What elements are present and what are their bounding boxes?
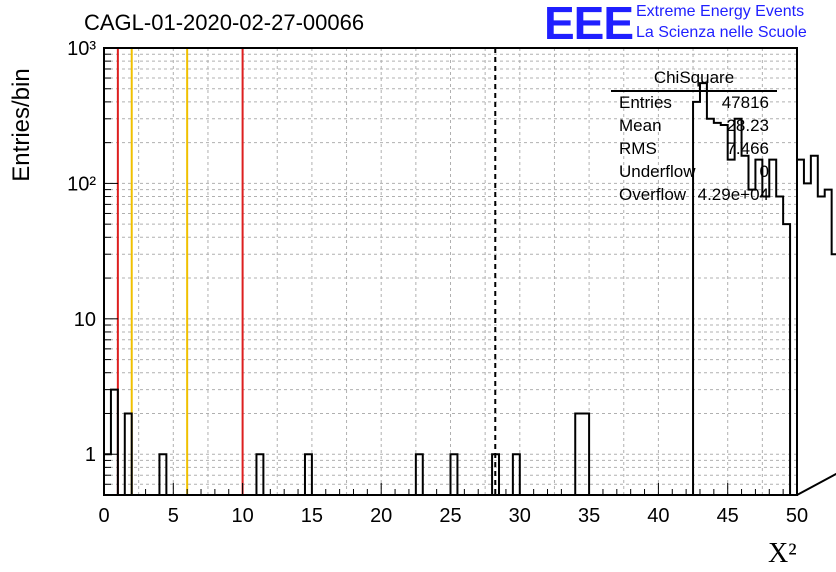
x-tick-label: 10 (231, 505, 253, 527)
y-axis-ticks: 1 10 10² 10³ (67, 38, 118, 496)
x-tick-label: 30 (509, 505, 531, 527)
x-axis-ticks: 0 5 10 15 20 25 30 35 40 45 50 (98, 483, 808, 527)
stats-row-entries: Entries 47816 (611, 93, 773, 115)
stats-key: Underflow (619, 162, 696, 181)
eee-logo: EEE (544, 0, 634, 49)
y-axis-label: Entries/bin (6, 60, 38, 190)
y-tick-label: 10² (67, 173, 96, 195)
chart-title: CAGL-01-2020-02-27-00066 (84, 10, 365, 35)
y-tick-label: 10 (74, 309, 96, 331)
stats-value: 7.466 (726, 139, 769, 158)
stats-key: RMS (619, 139, 657, 158)
y-tick-label: 1 (85, 444, 96, 466)
stats-title-rule (611, 90, 777, 92)
x-tick-label: 5 (168, 505, 179, 527)
logo-line-2: La Scienza nelle Scuole (636, 24, 807, 41)
stats-row-underflow: Underflow 0 (611, 162, 773, 184)
stats-value: 0 (759, 162, 769, 181)
logo-line-1: Extreme Energy Events (636, 3, 805, 20)
stats-row-mean: Mean 28.23 (611, 116, 773, 138)
x-tick-label: 40 (647, 505, 669, 527)
stats-value: 28.23 (726, 116, 769, 135)
stats-row-rms: RMS 7.466 (611, 139, 773, 161)
stats-value: 47816 (721, 93, 769, 112)
y-axis-label-text: Entries/bin (8, 68, 35, 182)
x-tick-label: 50 (786, 505, 808, 527)
x-tick-label: 25 (439, 505, 461, 527)
x-tick-label: 0 (98, 505, 109, 527)
x-tick-label: 35 (578, 505, 600, 527)
stats-key: Mean (619, 116, 662, 135)
stats-key: Entries (619, 93, 672, 112)
stats-box: ChiSquare Entries 47816 Mean 28.23 RMS 7… (611, 66, 777, 210)
x-tick-label: 15 (301, 505, 323, 527)
x-tick-label: 20 (370, 505, 392, 527)
stats-row-overflow: Overflow 4.29e+04 (611, 185, 773, 207)
stats-value: 4.29e+04 (697, 185, 769, 204)
stats-title: ChiSquare (653, 68, 735, 87)
grid-lines (103, 47, 798, 496)
histogram-outline (103, 82, 836, 496)
stats-key: Overflow (619, 185, 687, 204)
reference-lines (116, 48, 497, 495)
x-tick-label: 45 (717, 505, 739, 527)
x-axis-label: X² (768, 538, 797, 569)
y-tick-label: 10³ (67, 38, 96, 60)
